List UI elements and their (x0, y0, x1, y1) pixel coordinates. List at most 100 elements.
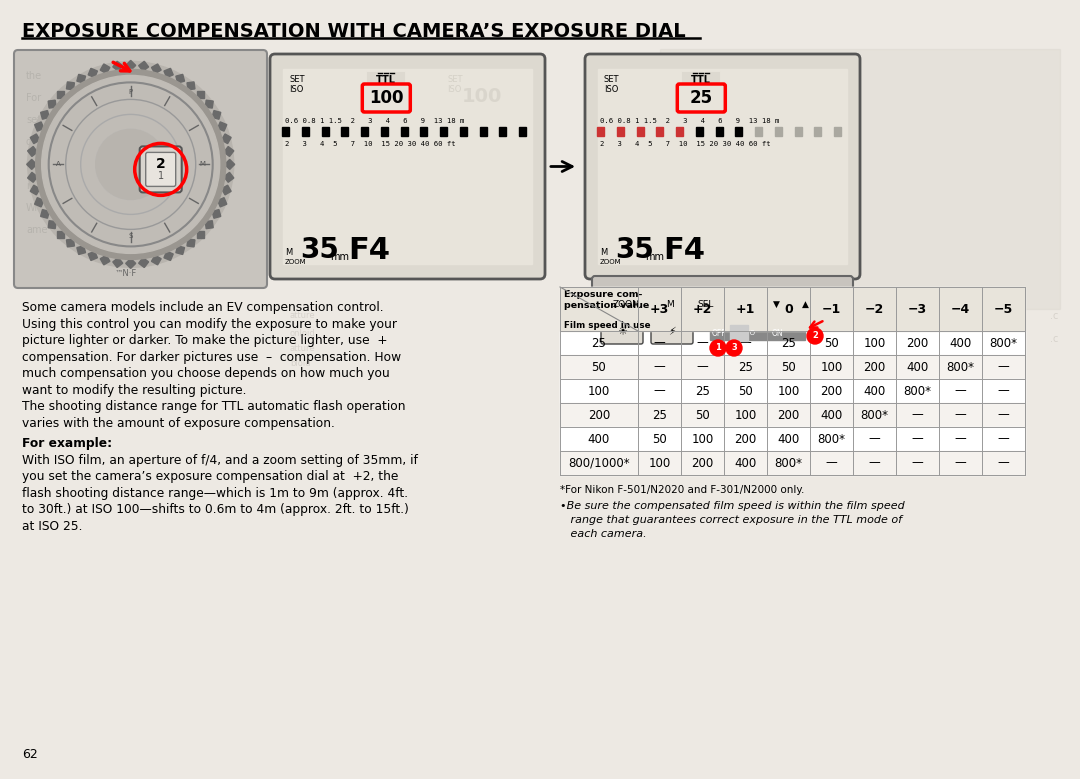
Bar (283, 69, 532, 264)
Text: Some camera models include an EV compensation control.: Some camera models include an EV compens… (22, 301, 383, 314)
Bar (460, 127, 467, 136)
Text: M: M (600, 248, 607, 256)
FancyBboxPatch shape (687, 292, 725, 316)
Bar (715, 127, 723, 136)
Text: STO: STO (742, 330, 756, 336)
Text: —: — (697, 337, 708, 350)
Text: ON: ON (772, 329, 784, 337)
Text: 200: 200 (691, 456, 714, 470)
Text: each camera.: each camera. (561, 529, 647, 539)
Text: 800*: 800* (989, 337, 1017, 350)
Bar (499, 127, 507, 136)
Text: 2: 2 (812, 330, 818, 340)
Bar (381, 127, 388, 136)
Bar (598, 69, 847, 264)
Text: The shooting distance range for TTL automatic flash operation: The shooting distance range for TTL auto… (22, 400, 405, 413)
Text: —: — (740, 337, 752, 350)
Text: —: — (998, 432, 1010, 446)
Text: 50: 50 (781, 361, 796, 373)
Bar (561, 427, 1025, 451)
Text: varies with the amount of exposure compensation.: varies with the amount of exposure compe… (22, 417, 335, 429)
Text: +2: +2 (692, 302, 712, 315)
Text: ISO: ISO (447, 85, 461, 94)
Text: 1: 1 (715, 343, 721, 351)
Text: ™N·F: ™N·F (114, 269, 137, 278)
Text: −5: −5 (994, 302, 1013, 315)
Text: —: — (912, 456, 923, 470)
Text: 200: 200 (778, 408, 799, 421)
Bar (368, 73, 404, 87)
Text: −2: −2 (865, 302, 885, 315)
FancyBboxPatch shape (270, 54, 545, 279)
Bar (657, 127, 663, 136)
Text: —: — (955, 456, 967, 470)
Text: 25: 25 (652, 408, 667, 421)
Text: mm: mm (645, 252, 664, 262)
Bar (322, 127, 328, 136)
Text: 800*: 800* (818, 432, 846, 446)
Text: P: P (129, 90, 133, 95)
Text: atture: atture (291, 344, 315, 353)
Text: 400: 400 (949, 337, 972, 350)
Text: ram: ram (26, 181, 45, 191)
Text: F4: F4 (663, 235, 705, 265)
Text: 100: 100 (691, 432, 714, 446)
FancyBboxPatch shape (600, 292, 653, 316)
Bar (440, 127, 447, 136)
Text: —: — (868, 456, 880, 470)
Text: ZOOM: ZOOM (285, 259, 307, 265)
FancyBboxPatch shape (651, 320, 693, 344)
Text: 50: 50 (592, 361, 606, 373)
Text: pensation value: pensation value (564, 301, 649, 310)
Text: ame: ame (26, 225, 48, 235)
Text: 100: 100 (648, 456, 671, 470)
Bar (561, 355, 1025, 379)
Text: —: — (998, 361, 1010, 373)
Text: 2   3   4  5   7  10  15 20 30 40 60 ft: 2 3 4 5 7 10 15 20 30 40 60 ft (285, 141, 456, 147)
Circle shape (36, 69, 226, 259)
Text: 50: 50 (696, 408, 710, 421)
Bar (341, 127, 348, 136)
Text: 400: 400 (906, 361, 929, 373)
Text: 400: 400 (863, 385, 886, 397)
Text: 400: 400 (734, 456, 757, 470)
Text: want to modify the resulting picture.: want to modify the resulting picture. (22, 383, 246, 397)
Bar (730, 325, 748, 341)
Text: EXPOSURE COMPENSATION WITH CAMERA’S EXPOSURE DIAL: EXPOSURE COMPENSATION WITH CAMERA’S EXPO… (22, 22, 686, 41)
Text: —: — (653, 385, 665, 397)
Text: For example:: For example: (22, 437, 112, 450)
Bar (676, 127, 683, 136)
Text: —: — (653, 337, 665, 350)
Text: 50: 50 (824, 337, 839, 350)
Text: TTL: TTL (376, 75, 396, 85)
Bar (561, 331, 1025, 355)
Text: onloid: onloid (291, 329, 315, 338)
Bar (660, 49, 1059, 309)
Bar (814, 127, 821, 136)
Text: M: M (285, 248, 293, 256)
Text: 800*: 800* (861, 408, 889, 421)
Text: 100: 100 (734, 408, 757, 421)
Text: Che: Che (26, 159, 45, 169)
Text: 200: 200 (588, 408, 610, 421)
Text: det: det (26, 137, 42, 147)
Text: much compensation you choose depends on how much you: much compensation you choose depends on … (22, 367, 390, 380)
FancyBboxPatch shape (362, 84, 410, 112)
FancyBboxPatch shape (139, 146, 181, 192)
Text: 800*: 800* (904, 385, 931, 397)
Text: ISO: ISO (604, 85, 619, 94)
FancyBboxPatch shape (600, 320, 643, 344)
Text: 25: 25 (738, 361, 753, 373)
FancyBboxPatch shape (761, 292, 791, 316)
Text: flash shooting distance range—which is 1m to 9m (approx. 4ft.: flash shooting distance range—which is 1… (22, 487, 408, 499)
Bar (755, 127, 762, 136)
Text: 200: 200 (734, 432, 757, 446)
Bar (420, 127, 428, 136)
Text: 100: 100 (369, 89, 404, 107)
Bar (561, 451, 1025, 475)
Text: 50: 50 (652, 432, 666, 446)
Text: 25: 25 (781, 337, 796, 350)
Text: SET: SET (447, 75, 462, 84)
Text: SEL: SEL (698, 299, 714, 308)
Text: 35: 35 (300, 236, 339, 264)
